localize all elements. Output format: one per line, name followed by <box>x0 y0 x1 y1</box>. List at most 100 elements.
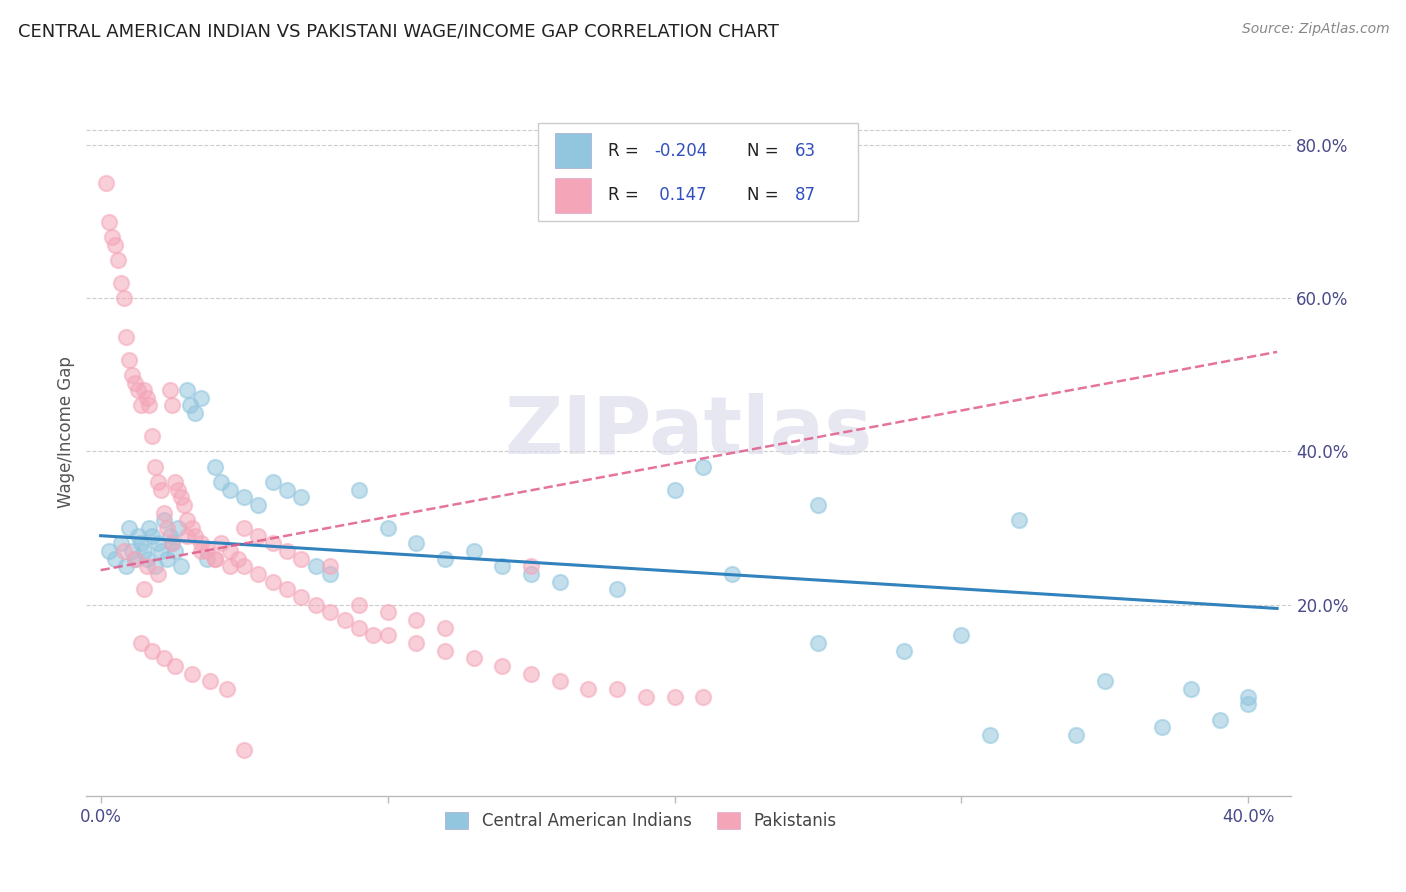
Text: Source: ZipAtlas.com: Source: ZipAtlas.com <box>1241 22 1389 37</box>
Point <box>121 368 143 382</box>
Point <box>181 521 204 535</box>
Point <box>170 559 193 574</box>
Point <box>204 551 226 566</box>
Point <box>146 566 169 581</box>
Point <box>129 636 152 650</box>
Point <box>377 628 399 642</box>
Point <box>110 536 132 550</box>
Point <box>159 383 181 397</box>
Point <box>276 544 298 558</box>
Point <box>377 521 399 535</box>
Point <box>1180 681 1202 696</box>
Point <box>463 544 485 558</box>
Point <box>204 459 226 474</box>
Point <box>548 674 571 689</box>
Point <box>692 459 714 474</box>
Point <box>1237 697 1260 711</box>
Point <box>190 544 212 558</box>
Point <box>165 544 187 558</box>
Point <box>333 613 356 627</box>
Point <box>132 383 155 397</box>
Point <box>184 529 207 543</box>
Point <box>228 551 250 566</box>
Point <box>162 536 184 550</box>
Point <box>247 529 270 543</box>
FancyBboxPatch shape <box>538 123 858 221</box>
Text: N =: N = <box>747 186 783 204</box>
Point <box>141 429 163 443</box>
Point <box>138 399 160 413</box>
Point <box>979 728 1001 742</box>
Point <box>135 559 157 574</box>
Point <box>112 544 135 558</box>
Point <box>405 636 427 650</box>
Point <box>152 513 174 527</box>
Point <box>361 628 384 642</box>
Point <box>290 491 312 505</box>
Point <box>664 690 686 704</box>
Point <box>262 536 284 550</box>
Text: R =: R = <box>609 186 644 204</box>
Text: N =: N = <box>747 142 783 160</box>
Point <box>377 605 399 619</box>
Point <box>173 498 195 512</box>
Point <box>433 621 456 635</box>
Point <box>215 681 238 696</box>
Point <box>606 681 628 696</box>
Point <box>520 566 543 581</box>
Point <box>606 582 628 597</box>
Point <box>1064 728 1087 742</box>
Point <box>156 521 179 535</box>
Point <box>162 399 184 413</box>
Point <box>405 613 427 627</box>
Point <box>165 475 187 489</box>
Point <box>179 399 201 413</box>
FancyBboxPatch shape <box>555 133 592 169</box>
Point <box>692 690 714 704</box>
Point <box>520 666 543 681</box>
Point <box>305 598 328 612</box>
Point <box>129 399 152 413</box>
Point <box>190 536 212 550</box>
Point <box>204 551 226 566</box>
Point <box>276 483 298 497</box>
Point <box>262 475 284 489</box>
Point <box>152 651 174 665</box>
Point <box>146 475 169 489</box>
Point <box>1209 713 1232 727</box>
Point <box>305 559 328 574</box>
Point <box>463 651 485 665</box>
Point <box>110 276 132 290</box>
Point <box>118 521 141 535</box>
Point <box>1008 513 1031 527</box>
Point <box>167 521 190 535</box>
Point <box>149 544 172 558</box>
Point <box>950 628 973 642</box>
Point <box>124 551 146 566</box>
Point <box>104 551 127 566</box>
Point <box>124 551 146 566</box>
Point <box>491 559 513 574</box>
Point <box>721 566 744 581</box>
Point <box>129 536 152 550</box>
Text: -0.204: -0.204 <box>654 142 707 160</box>
Point <box>127 529 149 543</box>
Point <box>319 559 342 574</box>
Point <box>162 536 184 550</box>
Point <box>96 177 118 191</box>
Point <box>181 666 204 681</box>
Point <box>132 582 155 597</box>
Text: 63: 63 <box>794 142 815 160</box>
Point <box>209 536 232 550</box>
Point <box>98 544 121 558</box>
Point <box>195 544 218 558</box>
Point <box>118 352 141 367</box>
Point <box>195 551 218 566</box>
Point <box>156 551 179 566</box>
Point <box>233 559 256 574</box>
Point <box>276 582 298 597</box>
Point <box>347 483 370 497</box>
Point <box>218 483 240 497</box>
Point <box>405 536 427 550</box>
Text: CENTRAL AMERICAN INDIAN VS PAKISTANI WAGE/INCOME GAP CORRELATION CHART: CENTRAL AMERICAN INDIAN VS PAKISTANI WAG… <box>18 22 779 40</box>
